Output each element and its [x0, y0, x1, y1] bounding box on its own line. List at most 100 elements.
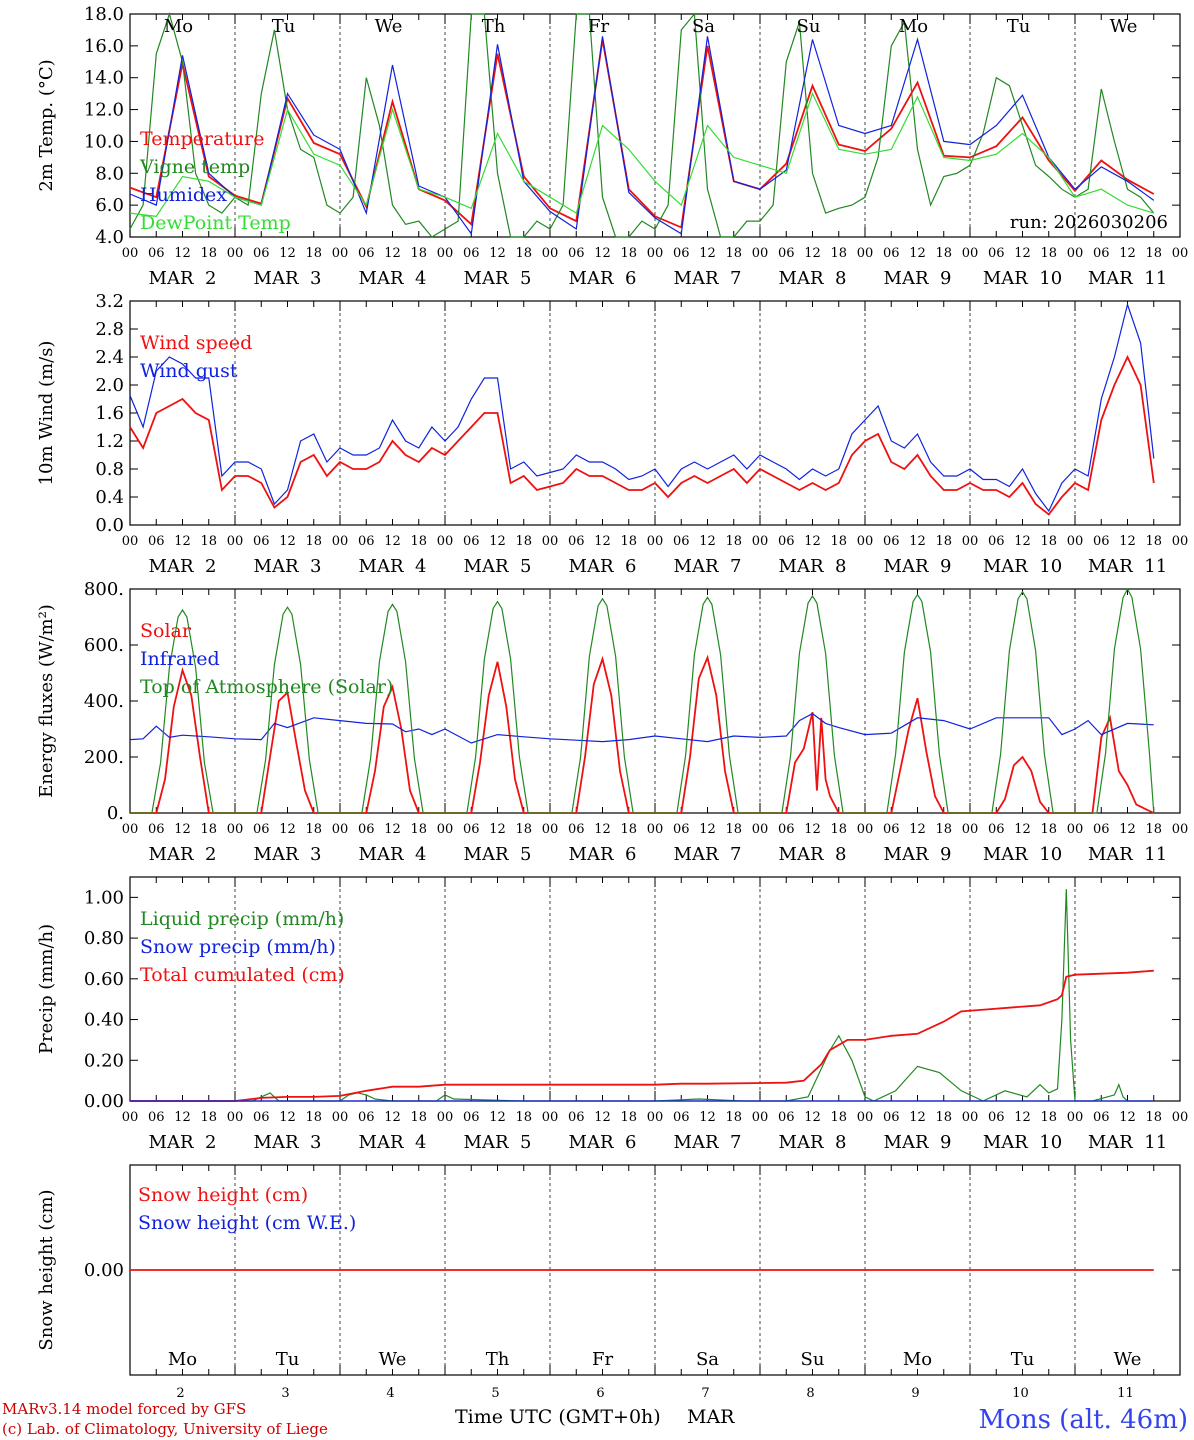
x-hour-label: 00 — [962, 246, 979, 261]
x-date-label: MAR 10 — [983, 844, 1062, 865]
x-hour-label: 12 — [1014, 534, 1031, 549]
day-name-label: We — [375, 16, 403, 37]
day-name-label: Mo — [168, 1349, 197, 1370]
x-hour-label: 12 — [174, 246, 191, 261]
day-number-label: 3 — [281, 1386, 289, 1401]
x-hour-label: 00 — [647, 1110, 664, 1125]
x-hour-label: 06 — [883, 1110, 900, 1125]
series-line-total-cumulated-cm- — [130, 969, 1154, 1102]
y-tick-label: 800. — [84, 579, 124, 600]
x-hour-label: 06 — [358, 822, 375, 837]
x-hour-label: 00 — [437, 1110, 454, 1125]
x-date-label: MAR 9 — [884, 556, 952, 577]
x-hour-label: 18 — [1145, 822, 1162, 837]
x-hour-label: 12 — [699, 1110, 716, 1125]
x-hour-label: 00 — [332, 534, 349, 549]
day-number-label: 2 — [176, 1386, 184, 1401]
x-hour-label: 12 — [804, 1110, 821, 1125]
x-date-label: MAR 5 — [464, 1132, 532, 1153]
x-hour-label: 18 — [200, 1110, 217, 1125]
legend-entry: Vigne temp — [139, 156, 250, 178]
x-hour-label: 00 — [752, 822, 769, 837]
x-hour-label: 18 — [305, 534, 322, 549]
x-date-label: MAR 11 — [1088, 556, 1167, 577]
y-tick-label: 2.0 — [95, 375, 124, 396]
x-hour-label: 00 — [437, 822, 454, 837]
x-hour-label: 00 — [1067, 1110, 1084, 1125]
x-hour-label: 18 — [515, 822, 532, 837]
x-hour-label: 00 — [647, 822, 664, 837]
x-date-label: MAR 10 — [983, 1132, 1062, 1153]
x-hour-label: 18 — [725, 246, 742, 261]
x-date-label: MAR 7 — [674, 844, 742, 865]
x-hour-label: 06 — [988, 534, 1005, 549]
x-hour-label: 06 — [1093, 822, 1110, 837]
x-hour-label: 18 — [200, 246, 217, 261]
day-name-label: Fr — [588, 16, 609, 37]
series-line-dewpoint-temp — [129, 91, 1154, 217]
y-tick-label: 2.4 — [95, 347, 124, 368]
x-hour-label: 18 — [410, 822, 427, 837]
x-hour-label: 18 — [1040, 822, 1057, 837]
x-hour-label: 06 — [883, 534, 900, 549]
x-hour-label: 00 — [1067, 246, 1084, 261]
x-hour-label: 06 — [358, 246, 375, 261]
y-tick-label: 0.00 — [84, 1091, 124, 1112]
x-hour-label: 00 — [1172, 822, 1189, 837]
day-name-label: Su — [797, 16, 821, 37]
x-hour-label: 06 — [988, 1110, 1005, 1125]
x-hour-label: 18 — [1145, 1110, 1162, 1125]
x-date-label: MAR 2 — [149, 1132, 217, 1153]
x-date-label: MAR 3 — [254, 1132, 322, 1153]
y-tick-label: 10.0 — [84, 131, 124, 152]
x-date-label: MAR 8 — [779, 844, 847, 865]
x-date-label: MAR 2 — [149, 268, 217, 289]
y-tick-label: 18.0 — [84, 4, 124, 25]
x-hour-label: 06 — [568, 1110, 585, 1125]
x-hour-label: 18 — [515, 1110, 532, 1125]
y-tick-label: 0.40 — [84, 1010, 124, 1031]
panel-wind: 0.0 0.4 0.8 1.2 1.6 2.0 2.4 2.8 3.2 10m Wind (m/s… — [36, 291, 1188, 577]
x-hour-label: 00 — [227, 534, 244, 549]
x-hour-label: 00 — [1067, 534, 1084, 549]
x-hour-label: 12 — [384, 534, 401, 549]
x-hour-label: 12 — [384, 822, 401, 837]
x-hour-label: 00 — [542, 822, 559, 837]
x-hour-label: 00 — [227, 1110, 244, 1125]
x-hour-label: 12 — [174, 1110, 191, 1125]
day-number-label: 4 — [386, 1386, 394, 1401]
x-hour-label: 18 — [410, 246, 427, 261]
x-hour-label: 12 — [909, 822, 926, 837]
x-date-label: MAR 5 — [464, 268, 532, 289]
legend-entry: Temperature — [140, 128, 264, 150]
y-tick-label: 0.20 — [84, 1050, 124, 1071]
x-date-label: MAR 4 — [359, 268, 427, 289]
y-tick-label: 6.0 — [95, 195, 124, 216]
day-name-label: Tu — [272, 16, 296, 37]
x-hour-label: 18 — [830, 534, 847, 549]
x-hour-label: 18 — [410, 534, 427, 549]
x-date-label: MAR 4 — [359, 1132, 427, 1153]
day-name-label: Sa — [692, 16, 715, 37]
x-hour-label: 00 — [857, 1110, 874, 1125]
x-date-label: MAR 7 — [674, 556, 742, 577]
legend-entry: Snow height (cm W.E.) — [138, 1212, 356, 1234]
x-hour-label: 12 — [594, 534, 611, 549]
x-date-label: MAR 6 — [569, 1132, 637, 1153]
x-hour-label: 18 — [725, 822, 742, 837]
panel-flux: 0. 200. 400. 600. 800. Energy fluxes (W/m²) 00… — [36, 579, 1188, 865]
y-tick-label: 16.0 — [84, 36, 124, 57]
x-hour-label: 00 — [332, 1110, 349, 1125]
x-hour-label: 00 — [122, 246, 139, 261]
y-tick-label: 14.0 — [84, 68, 124, 89]
x-hour-label: 18 — [935, 246, 952, 261]
x-hour-label: 18 — [620, 822, 637, 837]
x-hour-label: 18 — [305, 1110, 322, 1125]
y-tick-label: 0. — [107, 803, 124, 824]
legend-entry: Humidex — [140, 184, 227, 206]
x-hour-label: 06 — [568, 246, 585, 261]
legend-entry: Liquid precip (mm/h) — [140, 908, 344, 930]
x-hour-label: 18 — [830, 1110, 847, 1125]
x-date-label: MAR 7 — [674, 1132, 742, 1153]
x-hour-label: 00 — [962, 822, 979, 837]
